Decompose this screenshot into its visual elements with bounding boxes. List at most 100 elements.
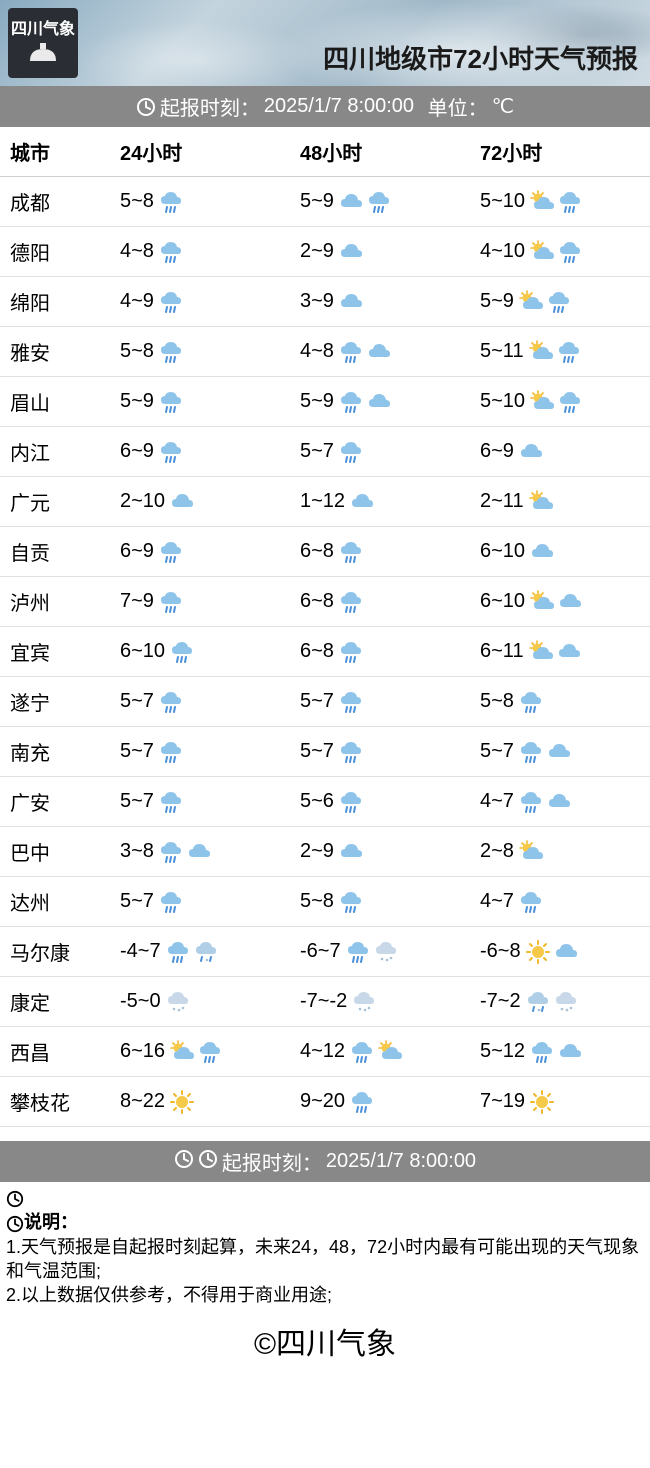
temp-range: -6~7	[300, 940, 341, 963]
cell-48h: 9~20	[290, 1077, 470, 1127]
temp-range: 6~10	[480, 590, 525, 613]
city-name: 西昌	[0, 1027, 110, 1077]
cloud-icon	[518, 439, 544, 465]
rain-icon	[518, 689, 544, 715]
rain-icon	[345, 939, 371, 965]
suncloud-icon	[518, 289, 544, 315]
rain-icon	[338, 389, 364, 415]
temp-range: 6~10	[120, 640, 165, 663]
suncloud-icon	[529, 239, 555, 265]
cell-48h: 5~7	[290, 677, 470, 727]
suncloud-icon	[518, 839, 544, 865]
cell-48h: 6~8	[290, 627, 470, 677]
cell-72h: 6~11	[470, 627, 650, 677]
infobar-label: 起报时刻：	[160, 92, 260, 121]
rain-icon	[158, 839, 184, 865]
city-name: 达州	[0, 877, 110, 927]
table-row: 自贡6~96~86~10	[0, 527, 650, 577]
notes: 说明： 1.天气预报是自起报时刻起算，未来24，48，72小时内最有可能出现的天…	[0, 1182, 650, 1313]
footer-bar: 起报时刻： 2025/1/7 8:00:00	[0, 1141, 650, 1182]
rain-icon	[158, 189, 184, 215]
cell-24h: 5~7	[110, 777, 290, 827]
snow-icon	[553, 989, 579, 1015]
temp-range: 6~8	[300, 540, 334, 563]
temp-range: 5~10	[480, 390, 525, 413]
suncloud-icon	[169, 1039, 195, 1065]
clock-icon	[198, 1149, 218, 1175]
clock-icon	[136, 97, 156, 117]
cell-72h: 4~10	[470, 227, 650, 277]
cell-24h: -4~7	[110, 927, 290, 977]
cell-72h: 6~10	[470, 577, 650, 627]
suncloud-icon	[528, 339, 554, 365]
table-row: 广元2~101~122~11	[0, 477, 650, 527]
rain-icon	[158, 739, 184, 765]
cell-72h: 2~11	[470, 477, 650, 527]
col-48h: 48小时	[290, 127, 470, 177]
temp-range: 4~8	[120, 240, 154, 263]
table-row: 泸州7~96~86~10	[0, 577, 650, 627]
cloud-icon	[338, 839, 364, 865]
cell-48h: 5~6	[290, 777, 470, 827]
temp-range: 6~9	[120, 440, 154, 463]
logo: 四川气象	[8, 8, 78, 78]
cell-24h: 4~8	[110, 227, 290, 277]
rain-icon	[518, 739, 544, 765]
table-row: 攀枝花8~229~207~19	[0, 1077, 650, 1127]
rain-icon	[338, 789, 364, 815]
rain-icon	[158, 589, 184, 615]
rain-icon	[158, 689, 184, 715]
temp-range: 5~8	[480, 690, 514, 713]
table-row: 内江6~95~76~9	[0, 427, 650, 477]
temp-range: -5~0	[120, 990, 161, 1013]
rain-icon	[529, 1039, 555, 1065]
temp-range: 6~8	[300, 590, 334, 613]
cell-48h: 5~8	[290, 877, 470, 927]
city-name: 马尔康	[0, 927, 110, 977]
cell-72h: -6~8	[470, 927, 650, 977]
city-name: 广安	[0, 777, 110, 827]
rain-icon	[349, 1039, 375, 1065]
cell-72h: 5~9	[470, 277, 650, 327]
city-name: 广元	[0, 477, 110, 527]
temp-range: 5~7	[120, 890, 154, 913]
table-row: 南充5~75~75~7	[0, 727, 650, 777]
temp-range: 2~8	[480, 840, 514, 863]
temp-range: 5~8	[120, 340, 154, 363]
cell-72h: 6~9	[470, 427, 650, 477]
rain-icon	[158, 539, 184, 565]
cloud-icon	[556, 639, 582, 665]
temp-range: 1~12	[300, 490, 345, 513]
city-name: 雅安	[0, 327, 110, 377]
temp-range: 4~8	[300, 340, 334, 363]
footer-time: 2025/1/7 8:00:00	[326, 1150, 476, 1173]
sleet-icon	[525, 989, 551, 1015]
cell-48h: -6~7	[290, 927, 470, 977]
cell-48h: 2~9	[290, 827, 470, 877]
city-name: 绵阳	[0, 277, 110, 327]
cell-72h: 5~7	[470, 727, 650, 777]
cell-72h: 6~10	[470, 527, 650, 577]
temp-range: 5~7	[120, 790, 154, 813]
cell-72h: 2~8	[470, 827, 650, 877]
snow-icon	[373, 939, 399, 965]
cell-48h: 2~9	[290, 227, 470, 277]
cell-24h: 5~9	[110, 377, 290, 427]
col-city: 城市	[0, 127, 110, 177]
snow-icon	[165, 989, 191, 1015]
note-2: 2.以上数据仅供参考，不得用于商业用途;	[6, 1285, 332, 1305]
cell-24h: 6~10	[110, 627, 290, 677]
cell-24h: 5~8	[110, 327, 290, 377]
cell-24h: 4~9	[110, 277, 290, 327]
cloud-icon	[349, 489, 375, 515]
cell-72h: 5~10	[470, 377, 650, 427]
cloud-icon	[338, 239, 364, 265]
city-name: 自贡	[0, 527, 110, 577]
forecast-table: 城市 24小时 48小时 72小时 成都5~85~95~10德阳4~82~94~…	[0, 127, 650, 1127]
temp-range: 4~7	[480, 890, 514, 913]
temp-range: 5~8	[300, 890, 334, 913]
table-row: 马尔康-4~7 -6~7 -6~8	[0, 927, 650, 977]
info-bar: 起报时刻： 2025/1/7 8:00:00 单位： ℃	[0, 86, 650, 127]
cloud-icon	[338, 289, 364, 315]
cloud-icon	[557, 589, 583, 615]
